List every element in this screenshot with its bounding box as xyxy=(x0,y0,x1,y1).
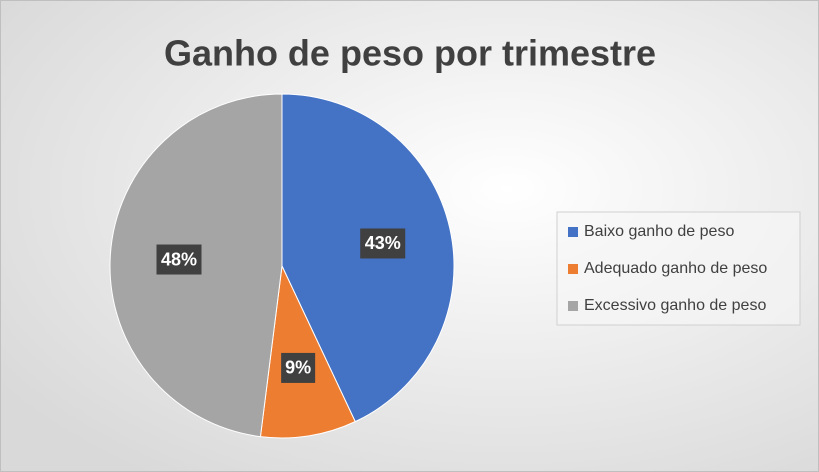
data-label: 9% xyxy=(285,358,311,378)
legend-swatch xyxy=(568,227,578,237)
legend-swatch xyxy=(568,264,578,274)
legend-label: Baixo ganho de peso xyxy=(584,223,734,240)
data-label: 43% xyxy=(365,233,401,253)
legend-swatch xyxy=(568,301,578,311)
chart-title: Ganho de peso por trimestre xyxy=(164,33,656,74)
legend-label: Adequado ganho de peso xyxy=(584,260,767,277)
legend-label: Excessivo ganho de peso xyxy=(584,297,766,314)
legend xyxy=(556,211,801,326)
data-label-box xyxy=(156,244,202,275)
data-label-box xyxy=(360,228,406,259)
data-label: 48% xyxy=(161,249,197,269)
pie-slice xyxy=(259,264,356,439)
data-label-box xyxy=(281,352,316,383)
